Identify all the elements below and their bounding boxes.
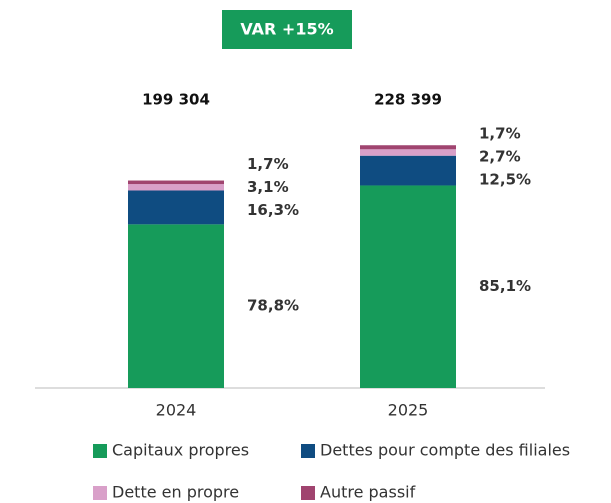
legend-swatch bbox=[301, 444, 315, 458]
segment-label: 12,5% bbox=[479, 171, 531, 189]
segment-label: 3,1% bbox=[247, 178, 289, 196]
bar-segment bbox=[128, 190, 224, 225]
legend-swatch bbox=[93, 444, 107, 458]
segment-label: 78,8% bbox=[247, 297, 299, 315]
legend-swatch bbox=[93, 486, 107, 500]
legend-label: Capitaux propres bbox=[112, 441, 249, 460]
segment-label: 85,1% bbox=[479, 277, 531, 295]
var-annotation: VAR +15% bbox=[240, 20, 333, 39]
segment-label: 1,7% bbox=[247, 155, 289, 173]
segment-label: 2,7% bbox=[479, 148, 521, 166]
bar-segment bbox=[128, 184, 224, 191]
var-badge bbox=[222, 10, 352, 49]
segment-label: 16,3% bbox=[247, 201, 299, 219]
legend-label: Dettes pour compte des filiales bbox=[320, 441, 570, 460]
total-label: 228 399 bbox=[374, 91, 442, 109]
bar-segment bbox=[128, 180, 224, 185]
x-tick-label: 2024 bbox=[156, 401, 197, 420]
bar-segment bbox=[360, 145, 456, 150]
bar-segment bbox=[360, 149, 456, 156]
x-tick-label: 2025 bbox=[388, 401, 429, 420]
segment-label: 1,7% bbox=[479, 125, 521, 143]
total-label: 199 304 bbox=[142, 91, 210, 109]
legend-label: Dette en propre bbox=[112, 483, 239, 502]
bar-segment bbox=[360, 185, 456, 388]
legend-swatch bbox=[301, 486, 315, 500]
bar-segment bbox=[360, 155, 456, 186]
legend-label: Autre passif bbox=[320, 483, 416, 502]
bar-segment bbox=[128, 224, 224, 388]
